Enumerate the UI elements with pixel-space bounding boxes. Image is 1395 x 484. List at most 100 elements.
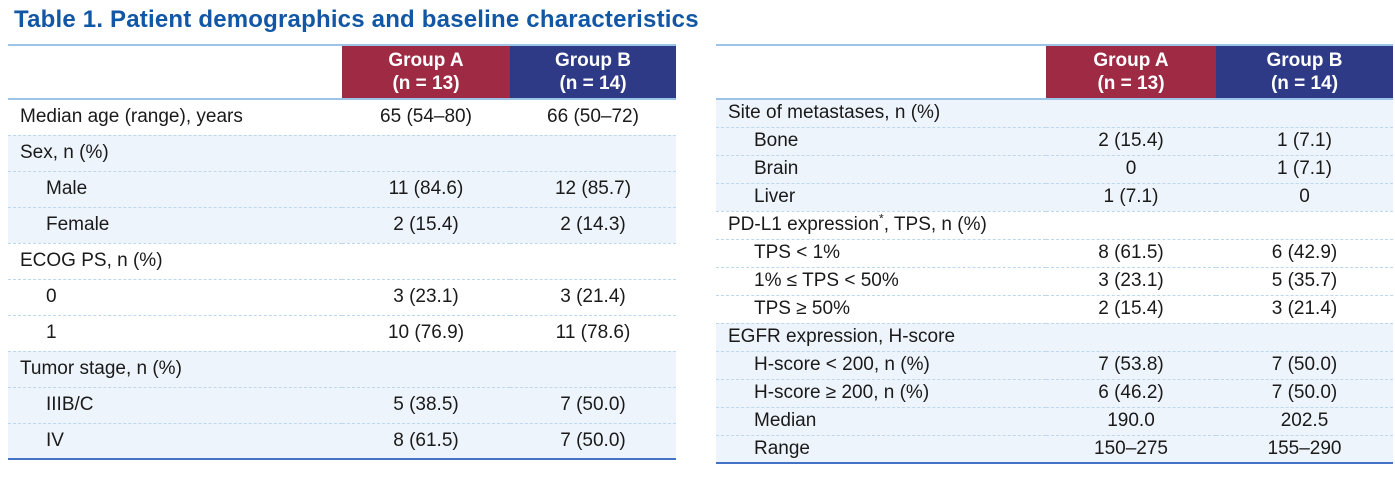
- footnote-asterisk: *: [879, 211, 884, 226]
- value-group-a: 150–275: [1094, 437, 1168, 459]
- row-label-text: 0: [46, 286, 57, 307]
- left-header-group-a: Group A (n = 13): [342, 45, 510, 99]
- value-group-a: 6 (46.2): [1098, 382, 1164, 403]
- right-table-body: Site of metastases, n (%) Bone 2 (15.4) 1 (…: [716, 99, 1393, 463]
- row-label-text: Liver: [754, 186, 796, 207]
- row-label: Male: [8, 171, 342, 207]
- value-group-b: [1216, 323, 1393, 351]
- table-row: EGFR expression, H-score: [716, 323, 1393, 351]
- right-header-group-a: Group A (n = 13): [1046, 45, 1216, 99]
- value-group-b: 5 (35.7): [1271, 270, 1338, 291]
- value-group-b: 202.5: [1280, 410, 1329, 431]
- row-label-text: Bone: [754, 130, 799, 151]
- row-label-text: Range: [754, 437, 810, 459]
- value-group-a: 7 (53.8): [1098, 354, 1164, 375]
- left-table-body: Median age (range), years 65 (54–80) 66 (5…: [8, 99, 676, 459]
- value-group-a: 8 (61.5): [1098, 242, 1164, 263]
- row-label-text: Male: [46, 178, 88, 199]
- value-group-a: [342, 135, 510, 171]
- row-label-text: EGFR expression, H-score: [728, 326, 956, 347]
- row-section-label: PD-L1 expression*, TPS, n (%): [716, 211, 1046, 239]
- table-row: IV 8 (61.5) 7 (50.0): [8, 423, 676, 459]
- row-label-text: Tumor stage, n (%): [20, 358, 182, 379]
- value-group-b: 3 (21.4): [1271, 298, 1338, 319]
- row-label-text: Median: [754, 410, 817, 431]
- row-label-text: Site of metastases, n (%): [728, 102, 941, 124]
- value-group-b: 7 (50.0): [1271, 354, 1338, 375]
- value-group-a: 10 (76.9): [387, 322, 465, 343]
- group-a-count: (n = 13): [1097, 73, 1165, 94]
- value-group-b: 2 (14.3): [560, 214, 626, 235]
- value-group-a: 8 (61.5): [393, 429, 459, 451]
- table-row: 1 10 (76.9) 11 (78.6): [8, 315, 676, 351]
- value-group-b: 7 (50.0): [1271, 382, 1338, 403]
- group-b-count: (n = 14): [559, 73, 627, 94]
- value-group-b: [510, 135, 676, 171]
- value-group-a: 2 (15.4): [1098, 298, 1164, 319]
- left-table: Group A (n = 13) Group B (n = 14) Median…: [8, 44, 676, 460]
- value-group-b: 11 (78.6): [555, 322, 631, 343]
- group-b-title: Group B: [1266, 49, 1343, 71]
- table-row: IIIB/C 5 (38.5) 7 (50.0): [8, 387, 676, 423]
- row-label: Range: [716, 435, 1046, 463]
- row-label: IIIB/C: [8, 387, 342, 423]
- left-header-group-b: Group B (n = 14): [510, 45, 676, 99]
- table-row: Sex, n (%): [8, 135, 676, 171]
- row-label: 1% ≤ TPS < 50%: [716, 267, 1046, 295]
- row-label-text: Female: [46, 214, 110, 235]
- row-section-label: ECOG PS, n (%): [8, 243, 342, 279]
- row-label-text: ECOG PS, n (%): [20, 250, 163, 271]
- row-label: H-score ≥ 200, n (%): [716, 379, 1046, 407]
- row-label: Median: [716, 407, 1046, 435]
- row-section-label: Tumor stage, n (%): [8, 351, 342, 387]
- row-label-text: Sex, n (%): [20, 142, 109, 163]
- tables-container: Group A (n = 13) Group B (n = 14) Median…: [8, 44, 1393, 464]
- row-label-text: PD-L1 expression: [728, 214, 880, 235]
- row-label: TPS ≥ 50%: [716, 295, 1046, 323]
- group-a-count: (n = 13): [392, 73, 460, 94]
- value-group-b: 1 (7.1): [1277, 130, 1332, 151]
- table-row: TPS ≥ 50% 2 (15.4) 3 (21.4): [716, 295, 1393, 323]
- row-label-text: H-score < 200, n (%): [754, 354, 930, 375]
- value-group-b: 7 (50.0): [560, 394, 626, 415]
- value-group-b: 0: [1299, 186, 1310, 207]
- row-label: TPS < 1%: [716, 239, 1046, 267]
- table-row: Tumor stage, n (%): [8, 351, 676, 387]
- value-group-a: 3 (23.1): [393, 286, 459, 307]
- value-group-a: [342, 243, 510, 279]
- row-label-suffix: , TPS, n (%): [883, 214, 987, 235]
- value-group-b: 3 (21.4): [560, 286, 626, 307]
- left-table-header-row: Group A (n = 13) Group B (n = 14): [8, 45, 676, 99]
- value-group-a: [1046, 323, 1216, 351]
- table-row: Site of metastases, n (%): [716, 99, 1393, 127]
- table-row: H-score < 200, n (%) 7 (53.8) 7 (50.0): [716, 351, 1393, 379]
- group-a-title: Group A: [388, 49, 464, 71]
- row-label-text: TPS ≥ 50%: [754, 298, 850, 319]
- row-label-text: Median age (range), years: [20, 106, 243, 128]
- value-group-b: 66 (50–72): [547, 106, 639, 128]
- row-section-label: Sex, n (%): [8, 135, 342, 171]
- value-group-a: [1046, 99, 1216, 127]
- row-label-text: 1% ≤ TPS < 50%: [754, 270, 899, 291]
- row-label: 0: [8, 279, 342, 315]
- value-group-b: [1216, 211, 1393, 239]
- value-group-a: 11 (84.6): [388, 178, 464, 199]
- value-group-a: 65 (54–80): [380, 106, 472, 128]
- left-header-label-cell: [8, 45, 342, 99]
- value-group-b: [1216, 99, 1393, 127]
- value-group-b: 12 (85.7): [554, 178, 632, 199]
- row-label-text: Brain: [754, 158, 799, 179]
- table-row: Median age (range), years 65 (54–80) 66 (5…: [8, 99, 676, 135]
- group-b-count: (n = 14): [1270, 73, 1339, 94]
- value-group-b: [510, 243, 676, 279]
- table-row: Bone 2 (15.4) 1 (7.1): [716, 127, 1393, 155]
- row-label-text: IIIB/C: [46, 394, 94, 415]
- group-a-title: Group A: [1093, 49, 1169, 71]
- right-header-label-cell: [716, 45, 1046, 99]
- row-label: Female: [8, 207, 342, 243]
- row-section-label: EGFR expression, H-score: [716, 323, 1046, 351]
- table-row: 1% ≤ TPS < 50% 3 (23.1) 5 (35.7): [716, 267, 1393, 295]
- value-group-a: 2 (15.4): [1098, 130, 1164, 151]
- table-row: H-score ≥ 200, n (%) 6 (46.2) 7 (50.0): [716, 379, 1393, 407]
- value-group-b: [510, 351, 676, 387]
